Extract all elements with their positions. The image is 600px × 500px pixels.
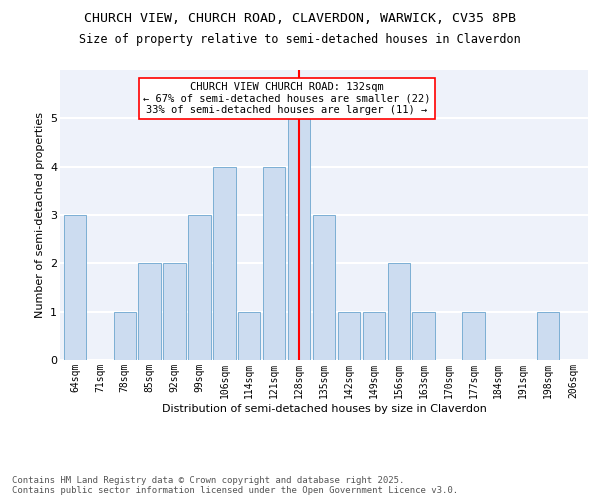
Text: Contains HM Land Registry data © Crown copyright and database right 2025.
Contai: Contains HM Land Registry data © Crown c… — [12, 476, 458, 495]
Bar — [288, 118, 310, 360]
Bar — [362, 312, 385, 360]
Bar — [139, 264, 161, 360]
Bar — [462, 312, 485, 360]
Y-axis label: Number of semi-detached properties: Number of semi-detached properties — [35, 112, 44, 318]
Bar — [338, 312, 360, 360]
Bar — [163, 264, 186, 360]
Bar — [412, 312, 435, 360]
Bar — [313, 215, 335, 360]
Bar — [263, 166, 286, 360]
Text: Size of property relative to semi-detached houses in Claverdon: Size of property relative to semi-detach… — [79, 32, 521, 46]
Bar — [64, 215, 86, 360]
X-axis label: Distribution of semi-detached houses by size in Claverdon: Distribution of semi-detached houses by … — [161, 404, 487, 413]
Bar — [213, 166, 236, 360]
Bar — [388, 264, 410, 360]
Bar — [537, 312, 559, 360]
Text: CHURCH VIEW, CHURCH ROAD, CLAVERDON, WARWICK, CV35 8PB: CHURCH VIEW, CHURCH ROAD, CLAVERDON, WAR… — [84, 12, 516, 26]
Bar — [238, 312, 260, 360]
Text: CHURCH VIEW CHURCH ROAD: 132sqm
← 67% of semi-detached houses are smaller (22)
3: CHURCH VIEW CHURCH ROAD: 132sqm ← 67% of… — [143, 82, 430, 116]
Bar — [188, 215, 211, 360]
Bar — [113, 312, 136, 360]
